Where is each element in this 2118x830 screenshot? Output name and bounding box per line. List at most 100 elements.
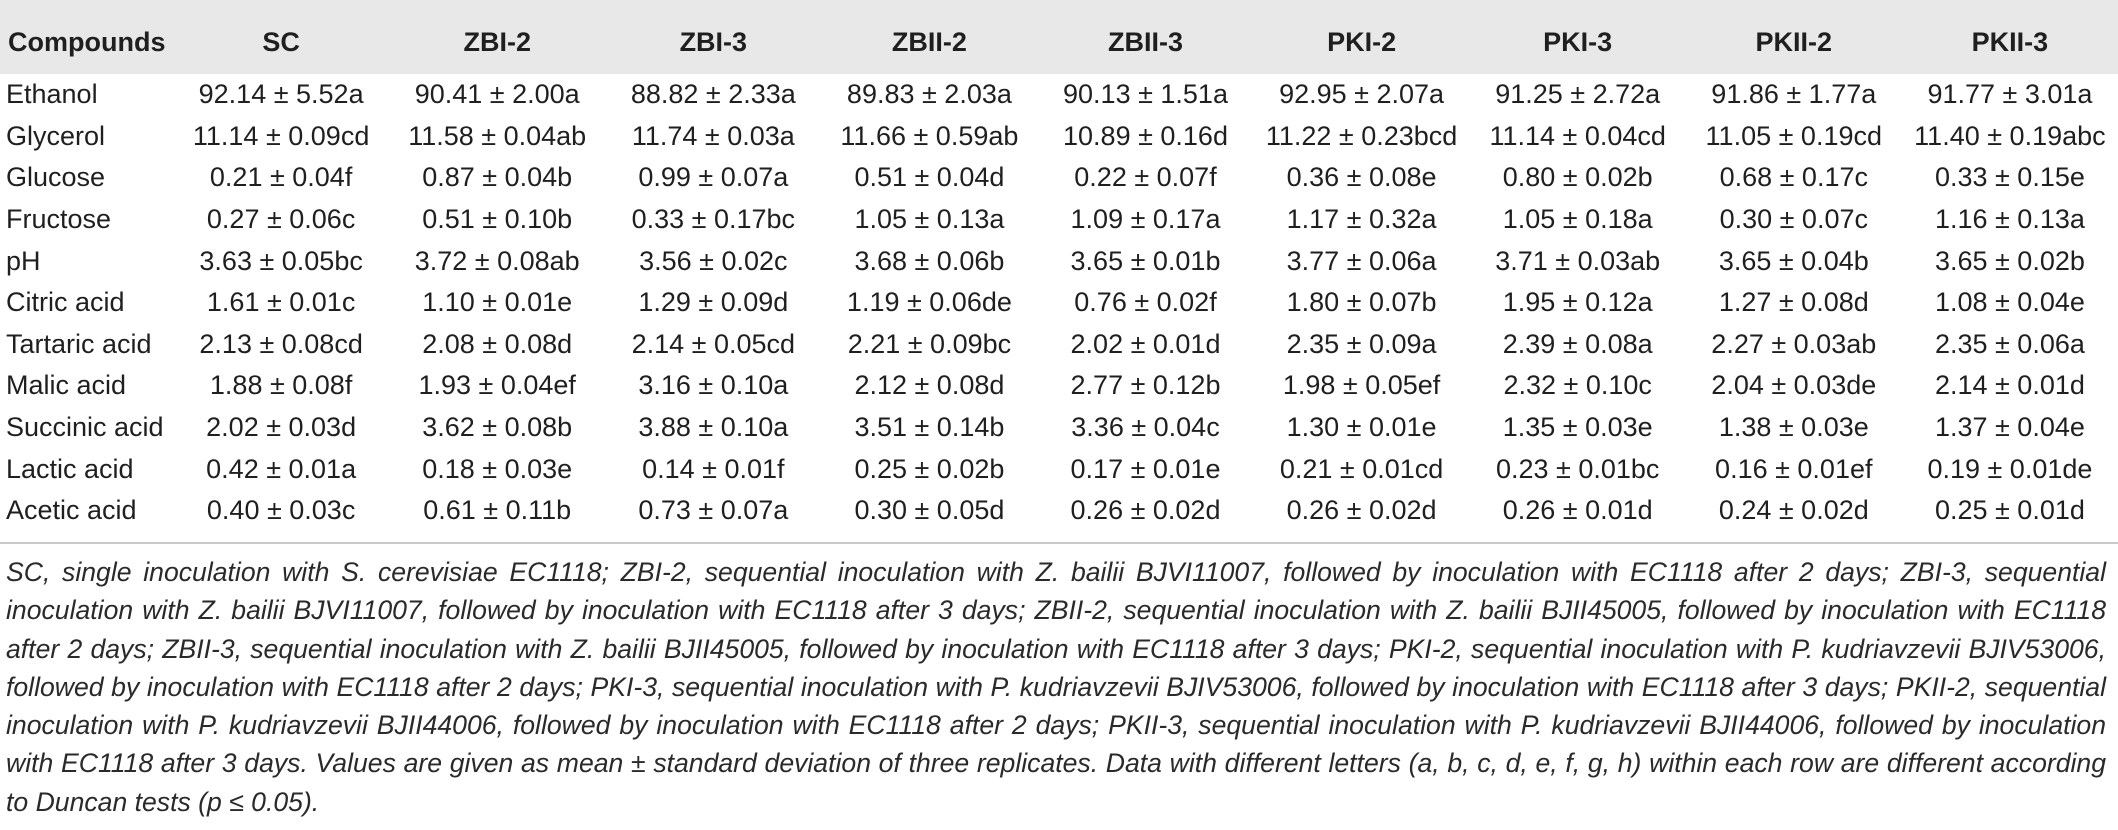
table-cell: 1.09 ± 0.17a: [1070, 204, 1221, 235]
table-cell: 0.68 ± 0.17c: [1719, 162, 1868, 193]
table-cell: 0.18 ± 0.03e: [422, 453, 573, 484]
column-header-pki-3: PKI-3: [1543, 26, 1613, 57]
table-cell: 3.77 ± 0.06a: [1286, 245, 1437, 276]
table-cell: 11.14 ± 0.09cd: [192, 120, 370, 151]
column-header-pkii-2: PKII-2: [1755, 26, 1833, 57]
column-header-zbi-3: ZBI-3: [679, 26, 748, 57]
table-cell: 2.27 ± 0.03ab: [1711, 328, 1877, 359]
table-cell: 1.17 ± 0.32a: [1286, 204, 1437, 235]
table-cell: 0.26 ± 0.01d: [1502, 495, 1653, 526]
table-cell: 1.35 ± 0.03e: [1502, 412, 1653, 443]
table-cell: 11.58 ± 0.04ab: [408, 120, 587, 151]
table-cell: 1.08 ± 0.04e: [1934, 287, 2085, 318]
table-cell: 0.30 ± 0.07c: [1719, 204, 1868, 235]
table-cell: 91.77 ± 3.01a: [1927, 79, 2093, 110]
row-label: Malic acid: [6, 370, 127, 401]
table-footnote: SC, single inoculation with S. cerevisia…: [6, 557, 2106, 817]
table-cell: 2.35 ± 0.09a: [1286, 328, 1437, 359]
table-cell: 3.56 ± 0.02c: [639, 245, 788, 276]
table-cell: 0.51 ± 0.04d: [854, 162, 1005, 193]
table-cell: 3.72 ± 0.08ab: [414, 245, 580, 276]
table-row: Ethanol 92.14 ± 5.52a 90.41 ± 2.00a 88.82 ±…: [0, 74, 2118, 116]
row-label: Tartaric acid: [6, 328, 152, 359]
table-cell: 0.23 ± 0.01bc: [1495, 453, 1660, 484]
table-cell: 0.25 ± 0.01d: [1934, 495, 2085, 526]
table-cell: 0.40 ± 0.03c: [206, 495, 356, 526]
header-row: Compounds SC ZBI-2 ZBI-3 ZBII-2 ZBII-3 PKI-2 PK…: [0, 10, 2118, 74]
table-cell: 3.71 ± 0.03ab: [1495, 245, 1661, 276]
table-cell: 2.32 ± 0.10c: [1503, 370, 1652, 401]
table-cell: 2.13 ± 0.08cd: [199, 328, 363, 359]
table-cell: 1.29 ± 0.09d: [638, 287, 789, 318]
table-cell: 0.99 ± 0.07a: [638, 162, 789, 193]
table-cell: 2.02 ± 0.03d: [206, 412, 357, 443]
table-cell: 2.02 ± 0.01d: [1070, 328, 1221, 359]
row-label: pH: [6, 245, 41, 276]
table-cell: 11.74 ± 0.03a: [631, 120, 795, 151]
table-row: Glucose 0.21 ± 0.04f 0.87 ± 0.04b 0.99 ± 0.…: [0, 157, 2118, 199]
table-cell: 3.65 ± 0.01b: [1070, 245, 1221, 276]
table-cell: 2.14 ± 0.01d: [1934, 370, 2085, 401]
table-cell: 3.16 ± 0.10a: [638, 370, 789, 401]
table-cell: 1.30 ± 0.01e: [1286, 412, 1437, 443]
table-cell: 0.21 ± 0.01cd: [1279, 453, 1444, 484]
table-cell: 91.25 ± 2.72a: [1495, 79, 1661, 110]
column-header-pki-2: PKI-2: [1327, 26, 1397, 57]
table-cell: 3.88 ± 0.10a: [638, 412, 789, 443]
row-label: Ethanol: [6, 79, 98, 110]
table-cell: 1.37 ± 0.04e: [1934, 412, 2085, 443]
table-cell: 1.10 ± 0.01e: [422, 287, 573, 318]
table-cell: 90.13 ± 1.51a: [1063, 79, 1228, 110]
column-header-zbii-2: ZBII-2: [891, 26, 967, 57]
table-cell: 1.61 ± 0.01c: [206, 287, 356, 318]
table-cell: 1.19 ± 0.06de: [846, 287, 1012, 318]
table-cell: 2.77 ± 0.12b: [1070, 370, 1221, 401]
table-cell: 0.21 ± 0.04f: [209, 162, 353, 193]
column-header-compounds: Compounds: [8, 26, 166, 57]
table-cell: 0.42 ± 0.01a: [206, 453, 357, 484]
table-cell: 0.73 ± 0.07a: [638, 495, 789, 526]
row-label: Acetic acid: [6, 495, 137, 526]
row-label: Citric acid: [6, 287, 125, 318]
table-cell: 0.16 ± 0.01ef: [1715, 453, 1873, 484]
column-header-sc: SC: [262, 26, 300, 57]
data-table: Compounds SC ZBI-2 ZBI-3 ZBII-2 ZBII-3 PKI-2 PK…: [0, 10, 2118, 532]
table-cell: 90.41 ± 2.00a: [414, 79, 580, 110]
table-row: Fructose 0.27 ± 0.06c 0.51 ± 0.10b 0.33 ± 0…: [0, 199, 2118, 241]
table-cell: 11.66 ± 0.59ab: [840, 120, 1019, 151]
table-cell: 0.61 ± 0.11b: [423, 495, 572, 526]
table-cell: 3.65 ± 0.04b: [1718, 245, 1869, 276]
table-cell: 0.36 ± 0.08e: [1286, 162, 1437, 193]
table-cell: 0.33 ± 0.17bc: [631, 204, 796, 235]
table-row: pH 3.63 ± 0.05bc 3.72 ± 0.08ab 3.56 ± 0.02c…: [0, 240, 2118, 282]
table-cell: 0.26 ± 0.02d: [1070, 495, 1221, 526]
table-cell: 3.51 ± 0.14b: [854, 412, 1005, 443]
table-cell: 0.27 ± 0.06c: [206, 204, 356, 235]
table-cell: 0.14 ± 0.01f: [642, 453, 785, 484]
table-cell: 2.21 ± 0.09bc: [847, 328, 1012, 359]
table-cell: 0.22 ± 0.07f: [1074, 162, 1217, 193]
table-row: Tartaric acid 2.13 ± 0.08cd 2.08 ± 0.08d 2.…: [0, 324, 2118, 366]
table-cell: 1.95 ± 0.12a: [1502, 287, 1653, 318]
table-cell: 3.36 ± 0.04c: [1071, 412, 1220, 443]
row-label: Fructose: [6, 204, 112, 235]
table-cell: 0.26 ± 0.02d: [1286, 495, 1437, 526]
table-cell: 1.93 ± 0.04ef: [418, 370, 576, 401]
table-cell: 92.95 ± 2.07a: [1279, 79, 1445, 110]
row-label: Glycerol: [6, 120, 106, 151]
table-cell: 0.87 ± 0.04b: [422, 162, 573, 193]
table-cell: 1.98 ± 0.05ef: [1282, 370, 1441, 401]
table-cell: 89.83 ± 2.03a: [846, 79, 1012, 110]
table-row: Citric acid 1.61 ± 0.01c 1.10 ± 0.01e 1.29 …: [0, 282, 2118, 324]
table-row: Succinic acid 2.02 ± 0.03d 3.62 ± 0.08b 3.8…: [0, 407, 2118, 449]
table-row: Acetic acid 0.40 ± 0.03c 0.61 ± 0.11b 0.73 …: [0, 490, 2118, 532]
column-header-zbi-2: ZBI-2: [463, 26, 531, 57]
table-cell: 3.65 ± 0.02b: [1934, 245, 2085, 276]
table-cell: 0.19 ± 0.01de: [1927, 453, 2093, 484]
table-cell: 0.51 ± 0.10b: [422, 204, 573, 235]
table-cell: 1.88 ± 0.08f: [209, 370, 353, 401]
table-cell: 88.82 ± 2.33a: [630, 79, 796, 110]
table-cell: 0.24 ± 0.02d: [1718, 495, 1869, 526]
table-cell: 11.40 ± 0.19abc: [1914, 120, 2106, 151]
